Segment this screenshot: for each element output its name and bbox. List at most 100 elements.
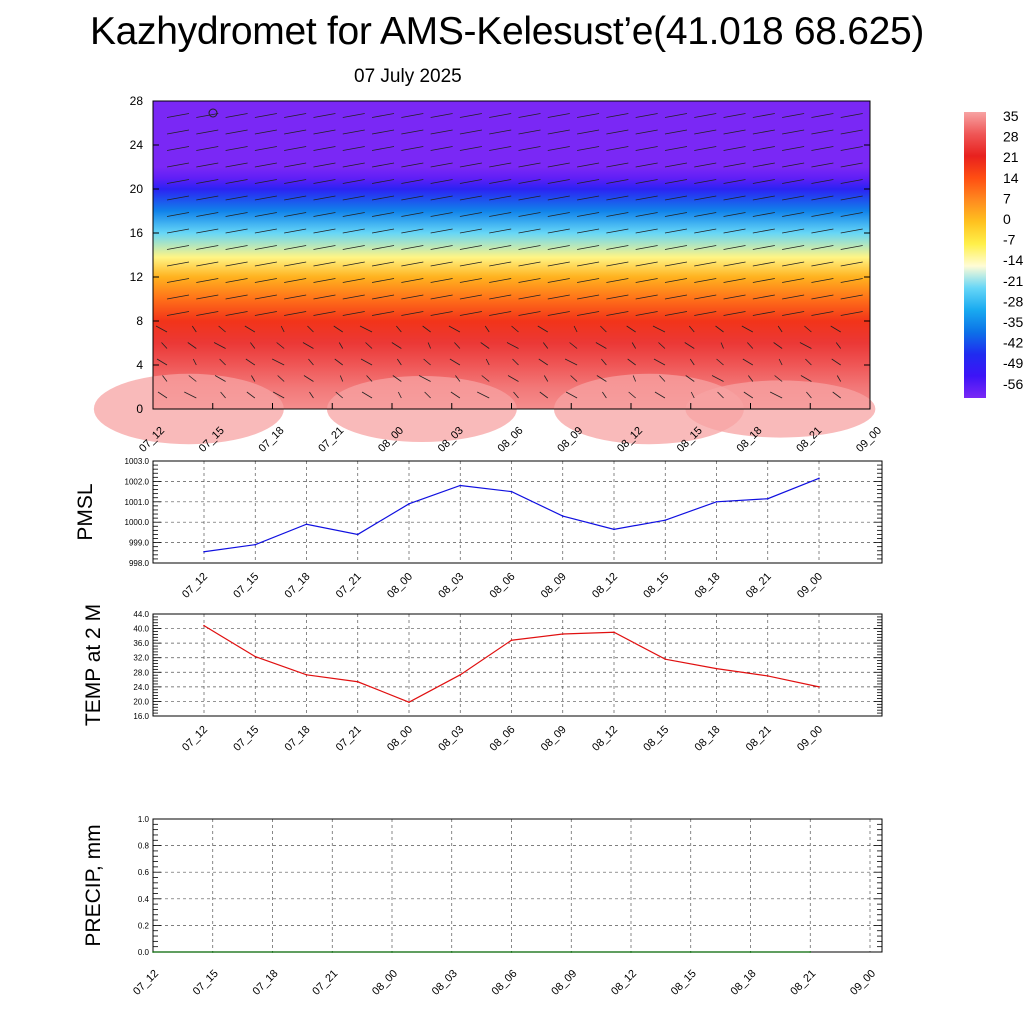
wind-barb — [694, 228, 717, 234]
wind-barb — [489, 278, 512, 283]
wind-barb — [313, 129, 336, 135]
wind-barb — [635, 146, 658, 151]
wind-barb — [573, 325, 578, 333]
wind-barb — [313, 146, 336, 151]
wind-barb — [635, 261, 658, 267]
wind-barb — [401, 212, 424, 217]
wind-barb — [401, 278, 424, 283]
wind-barb — [840, 212, 863, 217]
wind-barb — [225, 245, 248, 250]
wind-barb — [840, 311, 863, 316]
wind-barb — [254, 228, 277, 234]
wind-barb — [684, 342, 695, 349]
wind-barb — [715, 325, 724, 333]
y-tick-label: 32.0 — [133, 654, 149, 663]
wind-barb — [547, 113, 570, 118]
wind-barb — [246, 391, 256, 399]
y-tick-label: 16 — [130, 226, 144, 240]
wind-barb — [254, 245, 277, 250]
wind-barb — [800, 375, 812, 382]
wind-barb — [401, 179, 424, 184]
wind-barb — [188, 375, 197, 382]
x-tick-label: 08_09 — [555, 425, 585, 455]
wind-barb — [664, 129, 688, 135]
wind-barb — [635, 195, 658, 201]
wind-barb — [752, 195, 775, 201]
wind-barb — [694, 261, 717, 267]
wind-barb — [184, 391, 197, 399]
y-tick-label: 1000.0 — [125, 518, 150, 527]
wind-barb — [635, 212, 658, 217]
wind-barb — [219, 358, 226, 366]
wind-barb — [782, 146, 805, 151]
wind-barb — [595, 342, 607, 349]
y-tick-label: 1003.0 — [125, 457, 150, 466]
data-point — [510, 639, 513, 642]
wind-barb — [371, 113, 395, 118]
wind-barb — [225, 113, 248, 118]
wind-barb — [366, 375, 373, 382]
wind-barb — [717, 391, 724, 399]
wind-barb — [459, 261, 482, 267]
chart-subtitle: 07 July 2025 — [354, 66, 462, 87]
wind-barb — [284, 245, 307, 250]
colorbar-label: 35 — [1003, 108, 1019, 124]
wind-barb — [752, 278, 775, 283]
wind-barb — [155, 325, 168, 333]
wind-barb — [804, 325, 812, 333]
wind-barb — [489, 261, 512, 267]
data-point — [766, 497, 769, 500]
colorbar-label: -56 — [1003, 376, 1023, 392]
wind-barb — [335, 391, 344, 399]
wind-barb — [723, 162, 746, 168]
wind-barb — [752, 129, 775, 135]
wind-barb — [694, 179, 717, 184]
wind-barb — [338, 342, 344, 349]
x-tick-label: 08_09 — [539, 571, 569, 601]
y-tick-label: 0.0 — [138, 948, 150, 957]
wind-barb — [513, 391, 519, 399]
wind-barb — [284, 129, 307, 135]
wind-barb — [689, 358, 695, 366]
wind-barb — [631, 342, 637, 349]
wind-barb — [187, 342, 197, 349]
x-tick-label: 07_15 — [231, 571, 261, 601]
wind-barb — [244, 325, 256, 333]
y-tick-label: 8 — [136, 314, 143, 328]
wind-barb — [840, 113, 863, 118]
x-tick-label: 07_21 — [334, 724, 364, 754]
precip-plot: 0.0 0.2 0.4 0.6 0.8 1.0 07_12 07_15 07_18 07_21 08… — [82, 815, 883, 998]
wind-barb — [596, 375, 607, 382]
wind-barb — [518, 261, 541, 267]
wind-barb — [811, 212, 834, 217]
wind-barb — [225, 228, 248, 234]
wind-barb — [752, 179, 775, 184]
colorbar-label: -14 — [1003, 252, 1023, 268]
wind-barb — [606, 245, 629, 250]
x-tick-label: 08_21 — [744, 724, 774, 754]
y-tick-label: 1.0 — [138, 815, 150, 824]
wind-barb — [777, 325, 783, 333]
wind-barb — [602, 391, 607, 399]
wind-barb — [723, 195, 746, 201]
wind-barb — [225, 212, 248, 217]
wind-barb — [218, 325, 226, 333]
data-point — [459, 484, 462, 487]
wind-barb — [401, 195, 424, 201]
wind-barb — [371, 162, 395, 168]
wind-barb — [694, 294, 717, 300]
wind-barb — [635, 113, 658, 118]
wind-barb — [313, 228, 336, 234]
wind-barb — [313, 261, 336, 267]
wind-barb — [577, 113, 600, 118]
temp2m-frame — [152, 613, 883, 717]
data-point — [818, 686, 820, 688]
wind-barb — [606, 311, 629, 316]
wind-barb — [782, 228, 805, 234]
wind-barb — [430, 179, 453, 184]
wind-barb — [371, 129, 395, 135]
wind-barb — [752, 212, 775, 217]
wind-barb — [518, 212, 541, 217]
data-point — [510, 951, 513, 953]
wind-barb — [196, 113, 219, 118]
